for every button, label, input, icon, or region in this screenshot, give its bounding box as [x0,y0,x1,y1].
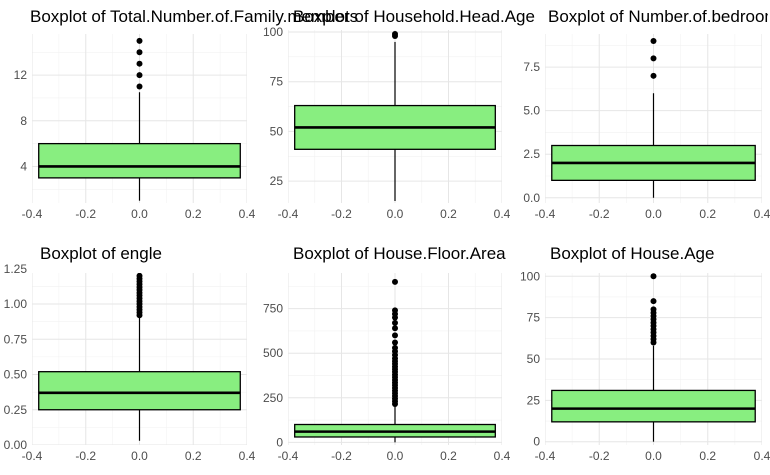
y-tick-label: 100 [520,269,540,283]
panel-title: Boxplot of House.Age [550,244,714,263]
x-tick-label: 0.0 [387,207,404,221]
y-tick-label: 750 [263,302,283,316]
y-tick-label: 75 [270,75,284,89]
outlier-point [392,332,398,339]
outlier-point [650,55,657,62]
outlier-point [650,37,657,44]
x-tick-label: 0.4 [494,207,511,221]
boxplot-panel-2: 25 50 75 100 -0.4 -0.2 0.0 0.2 0.4 [263,25,511,221]
x-tick-label: -0.4 [535,449,556,463]
x-tick-label: 0.4 [239,449,256,463]
outlier-point [136,72,143,79]
box-marks [551,37,756,198]
x-tick-label: -0.2 [589,207,610,221]
x-tick-label: 0.0 [131,449,148,463]
y-tick-label: 50 [527,352,541,366]
outlier-point [392,325,398,332]
box-marks [38,37,241,201]
panel-title: Boxplot of House.Floor.Area [293,244,506,263]
y-tick-label: 0.00 [4,438,28,452]
x-tick-label: -0.2 [589,449,610,463]
boxplot-panel-6: 0 25 50 75 100 -0.4 -0.2 0.0 0.2 0.4 [520,269,770,463]
y-tick-label: 250 [263,391,283,405]
x-tick-label: 0.2 [440,207,457,221]
y-tick-label: 0 [276,435,283,449]
x-tick-label: 0.0 [645,207,662,221]
y-tick-label: 0.0 [523,191,540,205]
x-tick-label: 0.0 [387,449,404,463]
x-tick-label: -0.4 [535,207,556,221]
outlier-point [650,298,657,305]
panel-title: Boxplot of Total.Number.of.Family.member… [30,7,358,26]
y-tick-label: 0 [533,435,540,449]
x-tick-label: 0.4 [754,207,770,221]
x-tick-label: 0.2 [185,449,202,463]
y-tick-label: 2.5 [523,147,540,161]
x-tick-label: -0.2 [75,207,96,221]
outlier-point [136,49,143,56]
x-tick-label: -0.4 [278,449,299,463]
x-tick-label: 0.4 [494,449,511,463]
outlier-point [136,273,143,279]
x-tick-label: -0.2 [331,449,352,463]
outlier-point [392,319,398,326]
y-tick-label: 50 [270,124,284,138]
x-tick-label: 0.2 [699,207,716,221]
iqr-box [551,389,756,423]
x-tick-label: 0.2 [699,449,716,463]
y-tick-label: 0.50 [4,368,28,382]
y-tick-label: 0.75 [4,332,28,346]
box-marks [38,273,241,441]
x-tick-label: -0.4 [278,207,299,221]
outlier-point [650,273,657,280]
outlier-point [392,339,398,346]
y-tick-label: 75 [527,311,541,325]
y-tick-label: 5.0 [523,104,540,118]
y-tick-label: 1.25 [4,262,28,276]
iqr-box [38,371,241,411]
y-tick-label: 1.00 [4,297,28,311]
outlier-point [136,37,143,44]
y-tick-label: 0.25 [4,403,28,417]
panel-title: Boxplot of Number.of.bedrooms [548,7,770,26]
x-tick-label: 0.2 [440,449,457,463]
box-marks [551,273,756,442]
boxplot-panel-1: 4 8 12 -0.4 -0.2 0.0 0.2 0.4 [14,34,256,221]
x-tick-label: -0.4 [22,449,43,463]
outlier-point [650,306,657,313]
y-tick-label: 100 [263,25,283,39]
boxplot-panel-5: 0 250 500 750 -0.4 -0.2 0.0 0.2 0.4 [263,273,511,463]
outlier-point [392,278,398,285]
outlier-point [392,30,398,37]
box-marks [294,278,496,443]
panel-title: Boxplot of engle [40,244,162,263]
boxplot-panel-3: 0.0 2.5 5.0 7.5 -0.4 -0.2 0.0 0.2 0.4 [523,34,770,221]
x-tick-label: 0.0 [645,449,662,463]
outlier-point [392,307,398,314]
x-tick-label: -0.2 [75,449,96,463]
outlier-point [650,72,657,79]
x-tick-label: -0.4 [22,207,43,221]
y-tick-label: 12 [14,68,28,82]
x-tick-label: 0.0 [131,207,148,221]
y-tick-label: 25 [527,393,541,407]
panel-title: Boxplot of Household.Head.Age [293,7,535,26]
y-tick-label: 500 [263,346,283,360]
x-tick-label: 0.4 [239,207,256,221]
iqr-box [38,142,241,179]
y-tick-label: 7.5 [523,60,540,74]
x-tick-label: 0.4 [754,449,770,463]
outlier-point [136,60,143,67]
box-marks [294,30,496,202]
y-tick-label: 8 [20,114,27,128]
x-tick-label: 0.2 [185,207,202,221]
y-tick-label: 25 [270,174,284,188]
boxplot-panel-4: 0.00 0.25 0.50 0.75 1.00 1.25 -0.4 -0.2 0.0 0.2 0.… [4,262,256,463]
outlier-point [392,344,398,351]
outlier-point [136,83,143,90]
y-tick-label: 4 [20,159,27,173]
x-tick-label: -0.2 [331,207,352,221]
